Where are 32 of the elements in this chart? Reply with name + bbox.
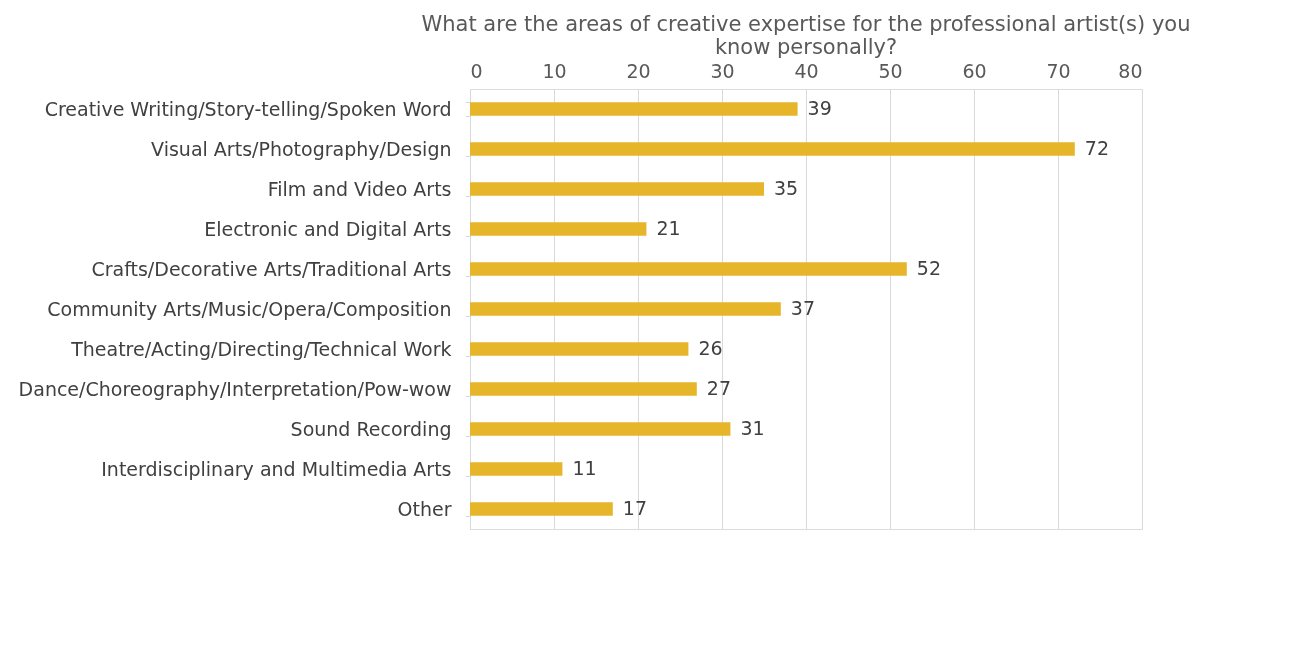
data-label: 27	[706, 377, 731, 399]
x-tick-label: 0	[470, 59, 483, 82]
y-tick-label: Film and Video Arts	[267, 177, 452, 200]
x-tick-label: 70	[1046, 59, 1071, 82]
data-label: 21	[656, 217, 681, 239]
y-tick-label: Interdisciplinary and Multimedia Arts	[101, 457, 452, 480]
y-tick-label: Electronic and Digital Arts	[204, 217, 452, 240]
y-tick-label: Visual Arts/Photography/Design	[151, 137, 452, 160]
x-tick-label: 20	[626, 59, 651, 82]
y-tick-label: Sound Recording	[290, 417, 452, 440]
x-tick-label: 10	[542, 59, 567, 82]
chart-title: What are the areas of creative expertise for the professional artist(s) you know personally?	[421, 12, 1191, 59]
data-label: 39	[807, 97, 832, 119]
data-label: 26	[698, 337, 723, 359]
data-label: 72	[1084, 137, 1109, 159]
data-label: 52	[916, 257, 941, 279]
data-label: 17	[622, 497, 647, 519]
y-tick-label: Dance/Choreography/Interpretation/Pow-wow	[18, 377, 452, 400]
x-tick-label: 50	[878, 59, 903, 82]
x-tick-label: 40	[794, 59, 819, 82]
x-tick-label: 30	[710, 59, 735, 82]
y-tick-label: Other	[397, 497, 452, 520]
data-label: 37	[790, 297, 815, 319]
data-label: 35	[774, 177, 799, 199]
data-label: 31	[740, 417, 765, 439]
y-tick-label: Community Arts/Music/Opera/Composition	[47, 297, 452, 320]
y-tick-label: Creative Writing/Story-telling/Spoken Word	[44, 97, 452, 120]
x-tick-label: 80	[1118, 59, 1143, 82]
x-tick-label: 60	[962, 59, 987, 82]
y-tick-label: Crafts/Decorative Arts/Traditional Arts	[91, 257, 452, 280]
data-label: 11	[572, 457, 597, 479]
y-tick-label: Theatre/Acting/Directing/Technical Work	[70, 337, 452, 360]
